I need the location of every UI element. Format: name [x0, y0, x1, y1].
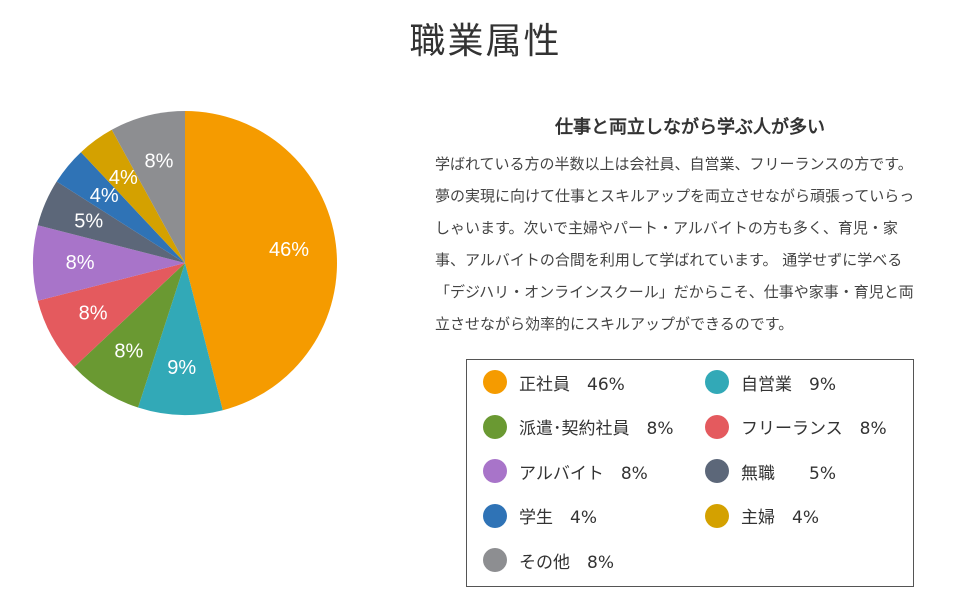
legend-swatch — [483, 414, 507, 439]
pie-slice-label: 4% — [109, 167, 138, 189]
pie-chart: 46% 9% 8% 8% 8% 5% 4%4% 8% — [33, 111, 337, 415]
legend-label: 正社員 46% — [519, 374, 625, 395]
legend-label: その他 8% — [519, 552, 614, 573]
legend-label: アルバイト 8% — [519, 463, 648, 484]
pie-slice-label: 4% — [90, 185, 119, 207]
legend-swatch — [483, 459, 507, 483]
legend-swatch — [483, 548, 507, 572]
description-line: 事、アルバイトの合間を利用して学ばれています。 通学せずに学べる — [435, 251, 903, 269]
description-line: 「デジハリ・オンラインスクール」だからこそ、仕事や家事・育児と両 — [435, 283, 914, 301]
legend-item: 正社員 46% — [483, 368, 625, 396]
legend-item: 主婦 4% — [705, 502, 819, 530]
pie-slice-4 — [33, 225, 185, 301]
legend-item: 無職 5% — [705, 457, 836, 485]
legend-swatch — [483, 370, 507, 394]
pie-slice-label: 8% — [66, 252, 95, 274]
description-line: 学ばれている方の半数以上は会社員、自営業、フリーランスの方です。 — [435, 155, 913, 173]
pie-slice-8 — [111, 111, 185, 263]
legend-item: 自営業 9% — [705, 368, 836, 396]
pie-slice-1 — [138, 263, 223, 415]
legend-swatch — [483, 503, 507, 528]
chart-legend: 正社員 46% 自営業 9% 派遣･契約社員 8% フリーランス 8% アルバイト 8%… — [466, 359, 914, 587]
legend-swatch — [705, 503, 729, 528]
legend-item: 学生 4% — [483, 502, 597, 530]
legend-item: 派遣･契約社員 8% — [483, 413, 673, 441]
pie-slice-label: 8% — [79, 303, 108, 325]
legend-item: アルバイト 8% — [483, 457, 648, 485]
pie-slice-label: 9% — [167, 357, 196, 379]
pie-slice-5 — [37, 181, 185, 263]
description-text: 学ばれている方の半数以上は会社員、自営業、フリーランスの方です。 夢の実現に向け… — [435, 148, 955, 340]
page-title: 職業属性 — [409, 21, 562, 62]
legend-label: 学生 4% — [519, 508, 597, 528]
legend-label: 自営業 9% — [741, 374, 836, 395]
pie-slice-3 — [37, 263, 185, 368]
pie-slice-2 — [74, 263, 185, 408]
legend-label: 派遣･契約社員 8% — [519, 419, 674, 439]
pie-slice-0 — [185, 111, 337, 411]
legend-label: 無職 5% — [741, 463, 836, 484]
legend-swatch — [705, 370, 729, 394]
legend-label: フリーランス 8% — [741, 419, 887, 439]
section-subheading: 仕事と両立しながら学ぶ人が多い — [555, 117, 825, 138]
legend-item: フリーランス 8% — [705, 413, 887, 441]
legend-swatch — [705, 414, 729, 439]
pie-slice-label: 8% — [144, 150, 173, 172]
description-line: 夢の実現に向けて仕事とスキルアップを両立させながら頑張っていらっ — [435, 187, 915, 205]
pie-slice-label: 8% — [114, 341, 143, 363]
pie-slice-6 — [56, 152, 185, 263]
pie-slice-label: 46% — [269, 239, 309, 261]
pie-slice-label: 5% — [74, 210, 103, 232]
legend-swatch — [705, 459, 729, 483]
description-line: しゃいます。次いで主婦やパート・アルバイトの方も多く、育児・家 — [435, 219, 898, 237]
legend-label: 主婦 4% — [741, 508, 819, 528]
description-line: 立させながら効率的にスキルアップができるのです。 — [435, 315, 794, 333]
legend-item: その他 8% — [483, 546, 614, 574]
pie-slice-7 — [80, 129, 185, 263]
